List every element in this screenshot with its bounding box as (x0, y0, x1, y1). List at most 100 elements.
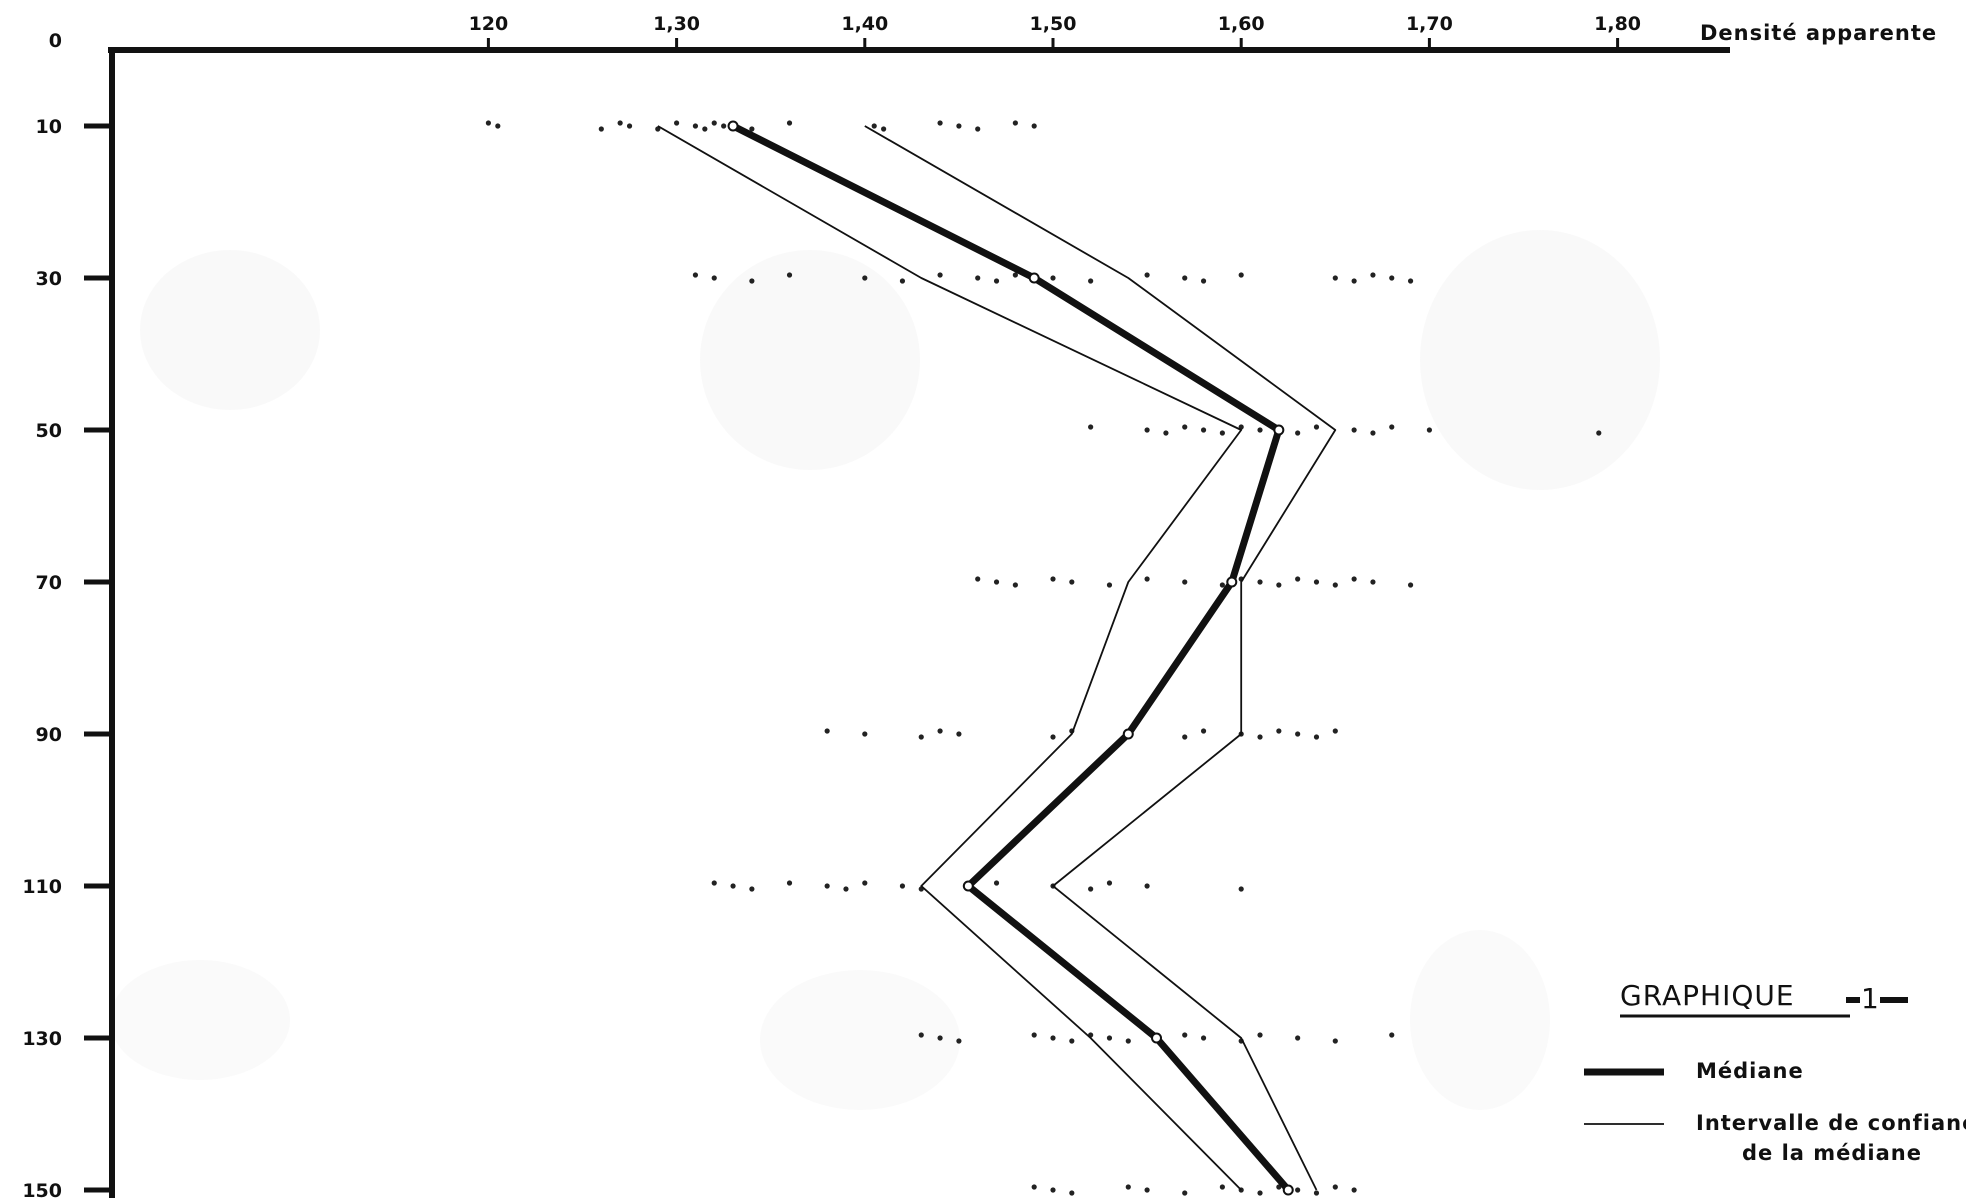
observation-dot (1125, 1184, 1131, 1190)
observation-dot (1182, 424, 1188, 430)
observation-dot (975, 275, 981, 281)
y-tick-label: 10 (36, 116, 62, 138)
median-point (1122, 728, 1134, 740)
observation-dot (824, 728, 830, 734)
observation-dot (711, 120, 717, 126)
confidence-interval-line (657, 125, 1243, 1191)
observation-dot (692, 123, 699, 129)
observation-dot (1407, 278, 1414, 284)
observation-dot (711, 275, 717, 281)
observation-dot (1426, 427, 1432, 433)
observation-dot (1257, 579, 1263, 585)
observation-dot (702, 126, 708, 132)
x-tick-labels: 120 1,30 1,40 1,50 1,60 1,70 1,80 (469, 13, 1641, 35)
legend-label-median: Médiane (1696, 1059, 1804, 1083)
observation-dot (1069, 1190, 1075, 1196)
observation-dot (824, 883, 830, 889)
observation-dot (1106, 1035, 1113, 1041)
observation-dot (1069, 579, 1075, 585)
observation-dot (937, 1035, 943, 1041)
observation-dot (862, 880, 868, 886)
legend: Médiane Intervalle de confiance de la médi… (1584, 1059, 1966, 1165)
observation-dot (1313, 579, 1320, 585)
observation-dot (721, 123, 727, 129)
paper-texture (110, 230, 1660, 1110)
observation-dot (617, 120, 623, 126)
observation-dot (749, 126, 755, 132)
y-tick-label: 70 (36, 572, 62, 594)
observation-dot (993, 579, 1000, 585)
confidence-interval-line (864, 125, 1337, 1191)
observation-dot (1182, 1032, 1188, 1038)
observation-dot (1295, 1035, 1301, 1041)
observation-dot (1295, 576, 1301, 582)
observation-dot (1182, 1190, 1188, 1196)
observation-dot (937, 272, 943, 278)
observation-dot (1407, 582, 1414, 588)
observation-dot (1200, 278, 1207, 284)
observation-dot (1370, 579, 1376, 585)
observation-dot (749, 886, 755, 892)
median-point (1282, 1184, 1294, 1196)
observation-dot (1332, 1184, 1338, 1190)
observation-dot (956, 123, 962, 129)
observation-dot (993, 278, 1000, 284)
observation-dot (956, 1038, 962, 1044)
observation-dot (1219, 1184, 1225, 1190)
x-tick-label: 1,40 (841, 13, 888, 35)
observation-dot (1276, 582, 1282, 588)
observation-dot (1313, 1190, 1320, 1196)
observation-dot (1182, 734, 1188, 740)
observation-dot (786, 272, 793, 278)
median-point (1273, 424, 1285, 436)
observation-dot (862, 275, 868, 281)
y-tick-label: 130 (22, 1028, 62, 1050)
observation-dot (1088, 424, 1094, 430)
observation-dot (1238, 424, 1244, 430)
observation-dot (1144, 1187, 1150, 1193)
observation-dot (1031, 123, 1037, 129)
x-axis-group: 120 1,30 1,40 1,50 1,60 1,70 1,80 Densité appa… (108, 13, 1936, 53)
observation-dot (881, 126, 887, 132)
observation-dot (843, 886, 849, 892)
series-lines (657, 120, 1337, 1196)
observation-dot (1389, 424, 1395, 430)
observation-dot (1257, 1032, 1263, 1038)
chart-title-block: GRAPHIQUE 1 (1620, 979, 1908, 1018)
observation-dot (1050, 275, 1056, 281)
observation-dot (1332, 275, 1338, 281)
observation-dots (485, 120, 1602, 1196)
observation-dot (1295, 430, 1301, 436)
observation-dot (975, 126, 981, 132)
observation-dot (1144, 576, 1150, 582)
y-tick-label: 50 (36, 420, 62, 442)
observation-dot (1050, 1035, 1056, 1041)
observation-dot (1200, 728, 1207, 734)
x-tick-label: 1,80 (1594, 13, 1641, 35)
legend-label-interval: Intervalle de confiance de la médiane (1696, 1111, 1966, 1165)
observation-dot (937, 120, 943, 126)
observation-dot (1257, 734, 1263, 740)
observation-dot (1088, 886, 1094, 892)
observation-dot (1276, 728, 1282, 734)
observation-dot (956, 731, 962, 737)
observation-dot (1257, 1190, 1263, 1196)
observation-dot (1182, 275, 1188, 281)
observation-dot (1295, 1187, 1301, 1193)
y-tick-label: 90 (36, 724, 62, 746)
y-tick-label: 0 (49, 30, 62, 52)
observation-dot (1144, 272, 1150, 278)
observation-dot (1313, 424, 1320, 430)
observation-dot (1351, 278, 1357, 284)
observation-dot (1370, 430, 1376, 436)
median-point (727, 120, 739, 132)
observation-dot (1332, 728, 1338, 734)
chart-title-number: 1 (1861, 982, 1880, 1015)
observation-dot (899, 883, 906, 889)
x-tick-label: 1,50 (1030, 13, 1077, 35)
observation-dot (1219, 430, 1225, 436)
x-tick-label: 120 (469, 13, 509, 35)
observation-dot (1351, 576, 1357, 582)
observation-dot (598, 126, 604, 132)
